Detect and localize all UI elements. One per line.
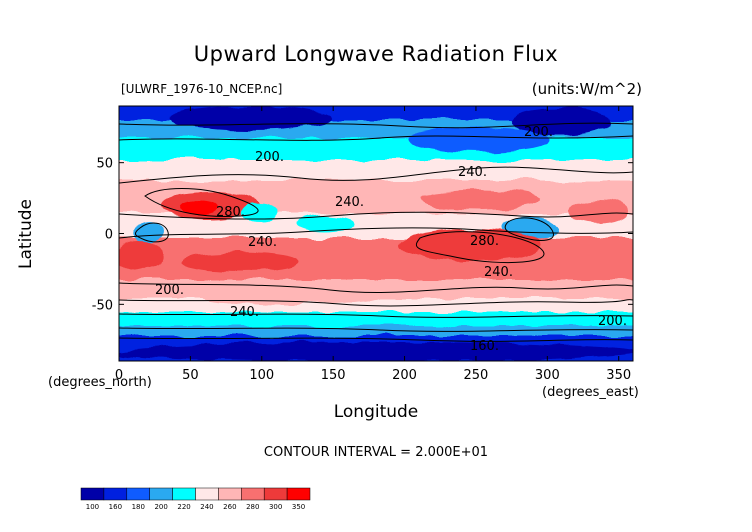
x-tick-label: 250 xyxy=(464,368,489,383)
colorbar-swatch xyxy=(241,487,265,501)
colorbar-level-label: 350 xyxy=(291,503,306,511)
x-tick-label: 200 xyxy=(392,368,417,383)
x-axis: 0 50 100 150 200 250 300 350 xyxy=(115,106,631,383)
y-tick-label: -50 xyxy=(92,298,113,313)
contour-label: 280. xyxy=(470,234,499,249)
blob-tibet-cold xyxy=(242,202,278,222)
contour-label: 200. xyxy=(524,125,553,140)
blob-antarctic-deep xyxy=(119,342,633,361)
blob-north-cold xyxy=(410,128,550,152)
contour-label: 280. xyxy=(216,205,245,220)
contour-lines xyxy=(119,122,633,342)
band-south-polar xyxy=(119,326,633,338)
colorbar-swatch xyxy=(126,487,150,501)
colorbar-swatch xyxy=(103,487,128,501)
y-tick-label: 50 xyxy=(96,157,113,172)
blob-africa-cold xyxy=(134,222,166,242)
x-tick-label: 300 xyxy=(535,368,560,383)
units-label: (units:W/m^2) xyxy=(531,80,642,98)
x-axis-units: (degrees_east) xyxy=(542,385,639,400)
heatmap-field xyxy=(119,106,633,361)
contour-label: 240. xyxy=(335,195,364,210)
blob-indian-hot xyxy=(180,252,300,272)
colorbar-level-label: 300 xyxy=(268,503,283,511)
colorbar-swatch xyxy=(80,487,105,501)
colorbar-level-label: 160 xyxy=(108,503,123,511)
y-tick-label: 0 xyxy=(105,228,113,243)
blob-south-pale xyxy=(200,288,380,304)
x-tick-label: 50 xyxy=(182,368,199,383)
dataset-filename: [ULWRF_1976-10_NCEP.nc] xyxy=(121,82,283,96)
colorbar-swatch xyxy=(263,487,288,501)
contour-label: 160. xyxy=(470,339,499,354)
x-axis-label: Longitude xyxy=(333,402,419,422)
colorbar-level-label: 100 xyxy=(85,503,100,511)
colorbar-level-label: 180 xyxy=(131,503,145,511)
x-tick-label: 350 xyxy=(606,368,631,383)
contour-label: 240. xyxy=(248,235,277,250)
chart-title: Upward Longwave Radiation Flux xyxy=(193,42,559,66)
colorbar-swatch xyxy=(195,487,219,501)
y-axis-label: Latitude xyxy=(16,199,36,269)
contour-label-layer: 200.240.280.240.240. 280.240.200.200.240.… xyxy=(155,125,627,354)
y-axis-units: (degrees_north) xyxy=(48,375,152,390)
colorbar xyxy=(80,487,311,501)
colorbar-level-label: 280 xyxy=(246,503,260,511)
contour-label: 200. xyxy=(155,283,184,298)
blob-arabia-hot xyxy=(182,201,218,215)
blob-arctic-deep xyxy=(170,106,330,130)
blob-amazon xyxy=(295,216,355,232)
colorbar-level-label: 220 xyxy=(177,503,191,511)
contour-label: 200. xyxy=(598,314,627,329)
contour-label: 240. xyxy=(484,265,513,280)
contour-label: 200. xyxy=(255,150,284,165)
x-tick-label: 150 xyxy=(321,368,346,383)
colorbar-level-label: 260 xyxy=(223,503,237,511)
contour-label: 240. xyxy=(230,305,259,320)
contour-interval-label: CONTOUR INTERVAL = 2.000E+01 xyxy=(263,445,489,460)
band-south-high xyxy=(119,312,633,328)
blob-na-warm-2 xyxy=(570,200,630,224)
band-north-sub xyxy=(119,160,633,182)
band-north-mid xyxy=(119,138,633,162)
colorbar-swatch xyxy=(172,487,196,501)
colorbar-level-label: 240 xyxy=(200,503,214,511)
blob-na-warm xyxy=(420,190,540,210)
x-tick-label: 0 xyxy=(115,368,123,383)
colorbar-swatch xyxy=(149,487,173,501)
x-tick-label: 100 xyxy=(249,368,274,383)
colorbar-level-label: 200 xyxy=(154,503,168,511)
colorbar-swatch xyxy=(218,487,242,501)
blob-arctic-deep-2 xyxy=(510,108,610,136)
contour-label: 240. xyxy=(458,165,487,180)
blob-atlantic-hot xyxy=(119,240,165,270)
y-axis: 50 0 -50 xyxy=(92,157,633,313)
colorbar-swatch xyxy=(286,487,311,501)
